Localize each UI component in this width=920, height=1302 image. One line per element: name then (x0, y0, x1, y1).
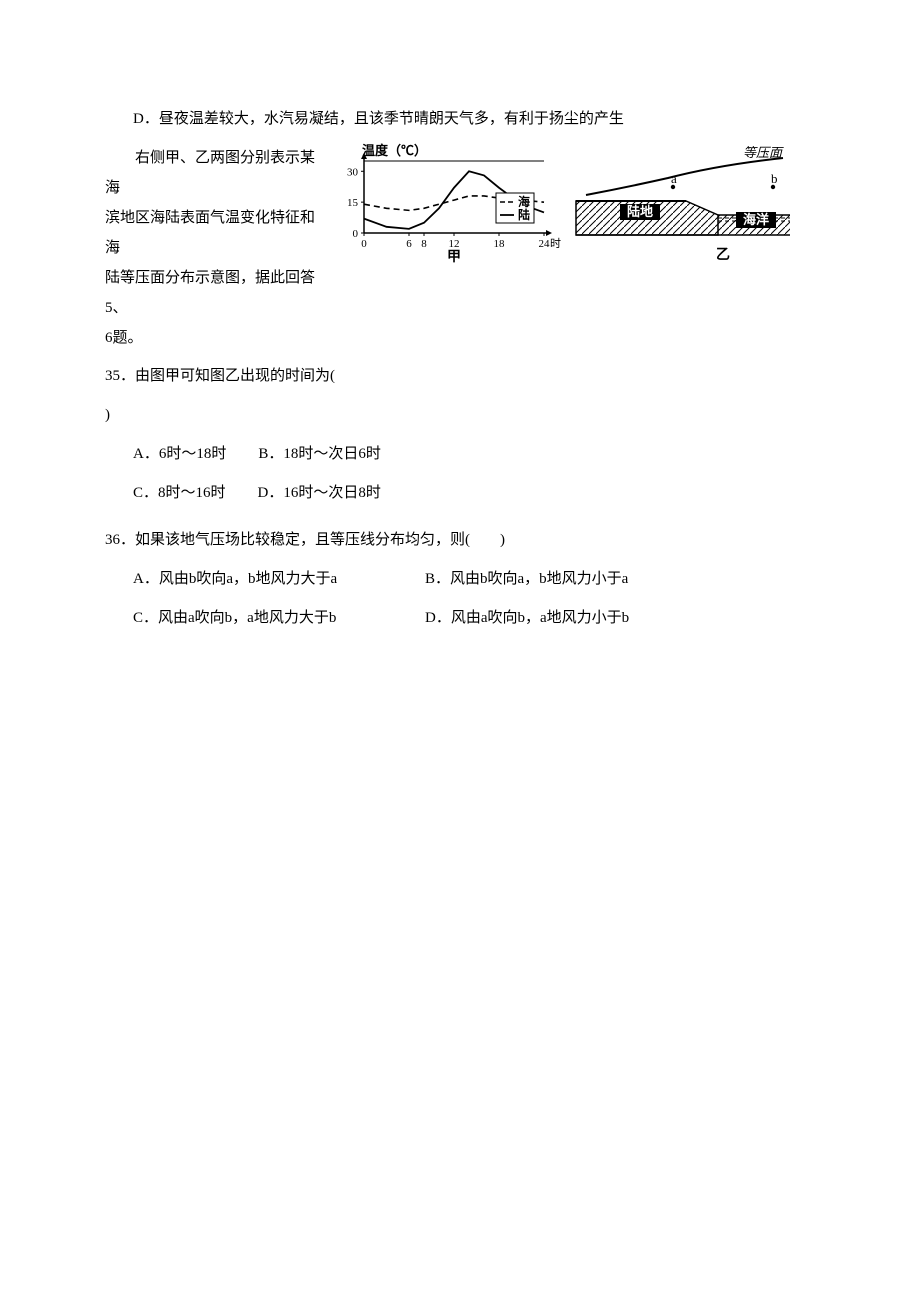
svg-text:15: 15 (347, 197, 359, 209)
q36-options-row2: C．风由a吹向b，a地风力大于b D．风由a吹向b，a地风力小于b (105, 599, 815, 638)
figure-yi-diagram: 等压面 a b 陆地海洋乙 (568, 143, 798, 263)
svg-text:6: 6 (406, 238, 412, 250)
q36-options-row1: A．风由b吹向a，b地风力大于a B．风由b吹向a，b地风力小于a (105, 560, 815, 599)
q35-options-row2: C．8时～16时 D．16时～次日8时 (105, 474, 815, 513)
q36-option-a: A．风由b吹向a，b地风力大于a (133, 560, 393, 599)
svg-text:18: 18 (494, 238, 506, 250)
svg-text:30: 30 (347, 166, 359, 178)
q35-option-d: D．16时～次日8时 (258, 474, 381, 513)
option-d-top: D．昼夜温差较大，水汽易凝结，且该季节晴朗天气多，有利于扬尘的产生 (105, 100, 815, 139)
svg-text:24: 24 (539, 238, 551, 250)
svg-text:海: 海 (518, 194, 530, 209)
intro-line-4: 6题。 (105, 323, 322, 353)
intro-line-2: 滨地区海陆表面气温变化特征和海 (105, 203, 322, 263)
q35-stem-a: 35．由图甲可知图乙出现的时间为( (105, 357, 815, 396)
q35-option-a: A．6时～18时 (133, 435, 226, 474)
intro-line-1: 右侧甲、乙两图分别表示某海 (105, 143, 322, 203)
q36-stem: 36．如果该地气压场比较稳定，且等压线分布均匀，则( ) (105, 521, 815, 560)
intro-line-3: 陆等压面分布示意图，据此回答5、 (105, 263, 322, 323)
svg-text:a: a (671, 171, 677, 186)
figure-wrap: 温度（℃）30 15 00 68 12 18 24时 海陆甲 等压面 a b 陆地海洋乙 (330, 143, 815, 263)
svg-text:时: 时 (550, 237, 561, 250)
svg-text:0: 0 (361, 238, 367, 250)
svg-text:12: 12 (449, 238, 460, 250)
svg-text:等压面: 等压面 (743, 145, 784, 160)
svg-text:海洋: 海洋 (743, 212, 769, 227)
svg-text:陆地: 陆地 (627, 204, 653, 219)
svg-text:0: 0 (353, 228, 359, 240)
svg-text:乙: 乙 (716, 247, 730, 263)
q36-option-c: C．风由a吹向b，a地风力大于b (133, 599, 393, 638)
q36-option-d: D．风由a吹向b，a地风力小于b (425, 599, 629, 638)
svg-text:陆: 陆 (518, 207, 530, 222)
q35-options-row1: A．6时～18时 B．18时～次日6时 (105, 435, 815, 474)
q35-option-b: B．18时～次日6时 (258, 435, 381, 474)
svg-text:甲: 甲 (447, 249, 461, 263)
intro-text: 右侧甲、乙两图分别表示某海 滨地区海陆表面气温变化特征和海 陆等压面分布示意图，… (105, 143, 330, 353)
svg-text:b: b (771, 171, 778, 186)
figure-jia-chart: 温度（℃）30 15 00 68 12 18 24时 海陆甲 (334, 143, 564, 263)
q35-option-c: C．8时～16时 (133, 474, 226, 513)
q35-stem-b: ) (105, 396, 815, 435)
svg-text:温度（℃）: 温度（℃） (362, 143, 427, 158)
q36-option-b: B．风由b吹向a，b地风力小于a (425, 560, 628, 599)
svg-text:8: 8 (421, 238, 427, 250)
intro-and-figure: 右侧甲、乙两图分别表示某海 滨地区海陆表面气温变化特征和海 陆等压面分布示意图，… (105, 143, 815, 353)
